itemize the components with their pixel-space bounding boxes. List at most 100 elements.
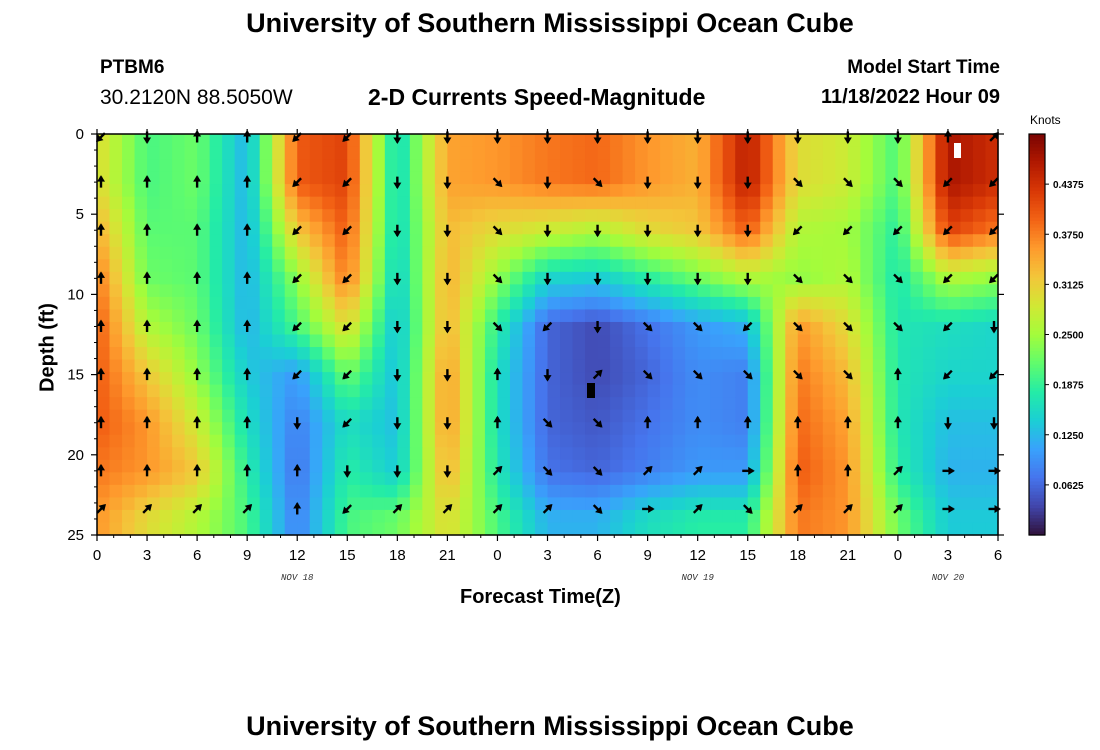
heatmap-cell bbox=[222, 509, 236, 524]
heatmap-cell bbox=[722, 484, 736, 499]
heatmap-cell bbox=[647, 422, 661, 436]
heatmap-cell bbox=[672, 309, 686, 323]
current-arrow bbox=[843, 321, 853, 332]
heatmap-cell bbox=[447, 359, 461, 373]
heatmap-cell bbox=[635, 234, 649, 248]
heatmap-cell bbox=[647, 134, 661, 148]
heatmap-cell bbox=[747, 146, 761, 160]
heatmap-cell bbox=[672, 447, 686, 461]
colorbar-band bbox=[1029, 297, 1045, 302]
colorbar-band bbox=[1029, 197, 1045, 202]
heatmap-cell bbox=[672, 321, 686, 336]
heatmap-cell bbox=[422, 472, 436, 486]
heatmap-cell bbox=[847, 359, 861, 373]
x-axis-title: Forecast Time(Z) bbox=[460, 586, 621, 608]
heatmap-cell bbox=[534, 146, 549, 160]
heatmap-cell bbox=[897, 296, 912, 311]
colorbar-band bbox=[1029, 464, 1045, 469]
heatmap-cell bbox=[985, 334, 999, 348]
colorbar-band bbox=[1029, 200, 1045, 205]
colorbar-band bbox=[1029, 150, 1045, 155]
heatmap-cell bbox=[622, 134, 636, 148]
heatmap-cell bbox=[134, 159, 148, 173]
footer-title: University of Southern Mississippi Ocean… bbox=[246, 711, 854, 741]
heatmap-cell bbox=[122, 309, 136, 323]
heatmap-cell bbox=[272, 422, 286, 436]
heatmap-cell bbox=[222, 259, 236, 273]
heatmap-cell bbox=[259, 246, 273, 260]
heatmap-cell bbox=[797, 234, 811, 248]
heatmap-cell bbox=[384, 184, 398, 198]
current-arrow bbox=[292, 321, 302, 332]
heatmap-cell bbox=[772, 296, 786, 311]
model-start-label: Model Start Time bbox=[847, 57, 1000, 78]
heatmap-cell bbox=[147, 196, 161, 210]
heatmap-cell bbox=[234, 159, 248, 173]
heatmap-cell bbox=[885, 522, 899, 536]
colorbar bbox=[1029, 134, 1045, 536]
heatmap-cell bbox=[159, 159, 173, 173]
heatmap-cell bbox=[735, 409, 749, 423]
heatmap-cell bbox=[122, 472, 136, 486]
heatmap-cell bbox=[572, 246, 586, 260]
heatmap-cell bbox=[772, 171, 786, 185]
heatmap-cell bbox=[697, 296, 711, 311]
heatmap-cell bbox=[947, 221, 962, 235]
heatmap-cell bbox=[272, 309, 286, 323]
heatmap-cell bbox=[97, 171, 111, 185]
heatmap-cell bbox=[622, 259, 636, 273]
heatmap-cell bbox=[572, 259, 586, 273]
colorbar-band bbox=[1029, 170, 1045, 175]
heatmap-cell bbox=[910, 184, 924, 198]
heatmap-cell bbox=[522, 221, 536, 235]
heatmap-cell bbox=[760, 509, 774, 524]
heatmap-cell bbox=[897, 484, 912, 499]
heatmap-cell bbox=[735, 509, 749, 524]
heatmap-cell bbox=[910, 296, 924, 311]
heatmap-cell bbox=[297, 522, 311, 536]
colorbar-band bbox=[1029, 187, 1045, 192]
current-arrow bbox=[989, 225, 999, 236]
heatmap-cell bbox=[872, 484, 886, 499]
colorbar-band bbox=[1029, 508, 1045, 513]
heatmap-cell bbox=[672, 171, 686, 185]
current-arrow bbox=[393, 320, 402, 334]
heatmap-cell bbox=[547, 259, 561, 273]
heatmap-cell bbox=[297, 359, 311, 373]
current-arrow bbox=[343, 465, 352, 478]
heatmap-cell bbox=[484, 497, 499, 511]
heatmap-cell bbox=[660, 447, 674, 461]
current-arrow bbox=[893, 177, 903, 188]
heatmap-cell bbox=[309, 472, 323, 486]
heatmap-cell bbox=[572, 434, 586, 448]
heatmap-cell bbox=[560, 509, 574, 524]
heatmap-cell bbox=[97, 259, 111, 273]
heatmap-cell bbox=[872, 522, 886, 536]
heatmap-cell bbox=[935, 422, 949, 436]
heatmap-cell bbox=[760, 221, 774, 235]
heatmap-cell bbox=[985, 196, 999, 210]
heatmap-cell bbox=[860, 472, 874, 486]
heatmap-cell bbox=[610, 472, 624, 486]
heatmap-cell bbox=[860, 422, 874, 436]
heatmap-cell bbox=[359, 522, 373, 536]
heatmap-cell bbox=[234, 372, 248, 386]
heatmap-cell bbox=[422, 271, 436, 285]
heatmap-cell bbox=[172, 296, 186, 311]
heatmap-cell bbox=[622, 484, 636, 499]
colorbar-band bbox=[1029, 174, 1045, 179]
heatmap-cell bbox=[534, 497, 549, 511]
heatmap-cell bbox=[810, 234, 824, 248]
heatmap-cell bbox=[434, 209, 448, 223]
heatmap-cell bbox=[472, 284, 486, 298]
heatmap-cell bbox=[585, 209, 599, 223]
heatmap-cell bbox=[147, 522, 161, 536]
heatmap-cell bbox=[259, 359, 273, 373]
heatmap-cell bbox=[347, 472, 361, 486]
heatmap-cell bbox=[985, 484, 999, 499]
heatmap-cell bbox=[384, 296, 398, 311]
heatmap-cell bbox=[685, 447, 699, 461]
colorbar-band bbox=[1029, 408, 1045, 412]
heatmap-cell bbox=[885, 472, 899, 486]
heatmap-cell bbox=[222, 484, 236, 499]
